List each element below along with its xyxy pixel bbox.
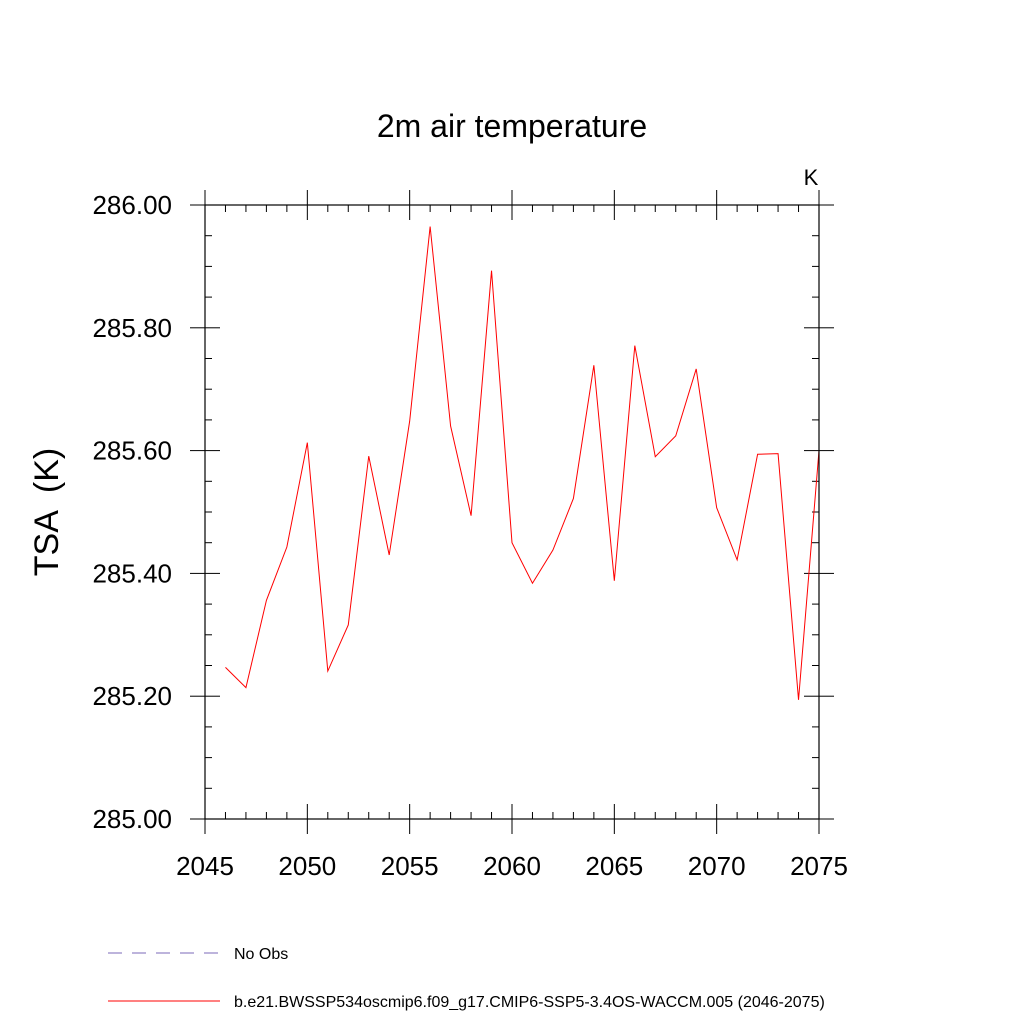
legend: No Obs b.e21.BWSSP534oscmip6.f09_g17.CMIP… (108, 946, 825, 1011)
units-label: K (804, 165, 819, 190)
y-tick-label: 285.40 (92, 558, 172, 588)
y-tick-label: 285.20 (92, 681, 172, 711)
plot-series (225, 226, 820, 700)
x-tick-label: 2070 (688, 851, 746, 881)
legend-label: No Obs (234, 946, 288, 963)
legend-label: b.e21.BWSSP534oscmip6.f09_g17.CMIP6-SSP5… (234, 994, 825, 1011)
x-tick-label: 2055 (381, 851, 439, 881)
chart-title: 2m air temperature (377, 108, 647, 144)
y-tick-label: 285.00 (92, 804, 172, 834)
x-tick-label: 2075 (790, 851, 848, 881)
y-axis-label: TSA (K) (28, 448, 66, 576)
y-tick-label: 286.00 (92, 190, 172, 220)
y-tick-label: 285.80 (92, 313, 172, 343)
x-tick-label: 2045 (176, 851, 234, 881)
plot-frame (204, 204, 820, 820)
x-tick-label: 2050 (278, 851, 336, 881)
y-tick-label: 285.60 (92, 436, 172, 466)
series-line (225, 226, 820, 700)
x-tick-label: 2060 (483, 851, 541, 881)
x-tick-label: 2065 (585, 851, 643, 881)
axis-ticks: 2045 2050 2055 2060 2065 2070 2075 285.00 285.20… (92, 190, 848, 881)
